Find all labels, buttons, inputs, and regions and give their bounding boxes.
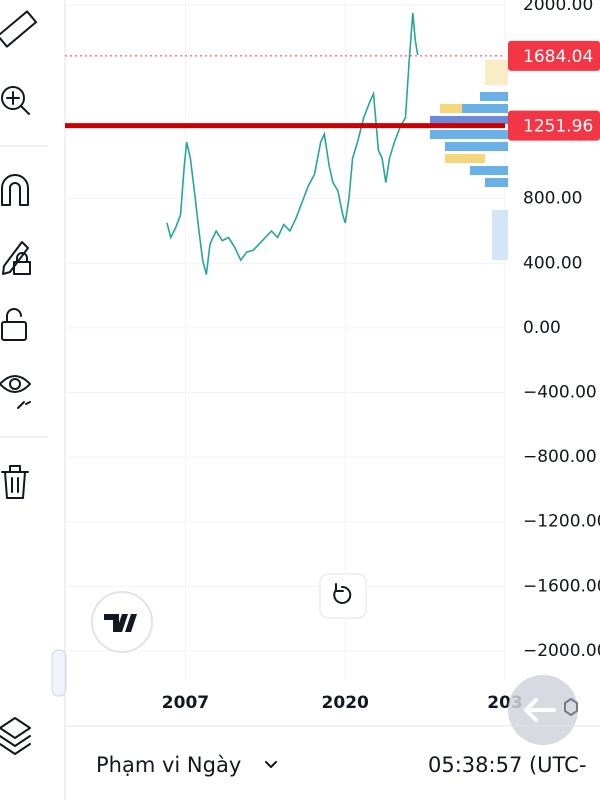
- y-tick-label: 400.00: [523, 253, 582, 273]
- range-selector-chevron[interactable]: [265, 761, 277, 768]
- zoom-tool[interactable]: [1, 86, 30, 115]
- lock-tool[interactable]: [1, 308, 27, 341]
- y-tick-label: −1200.00: [523, 512, 600, 532]
- scroll-back-button[interactable]: [508, 675, 578, 745]
- clock[interactable]: 05:38:57 (UTC-: [428, 753, 586, 777]
- price-label: 1251.96: [523, 117, 593, 137]
- volume-profile-bar: [445, 142, 508, 151]
- volume-profile-bar: [440, 104, 462, 113]
- y-tick-label: −800.00: [523, 447, 597, 467]
- volume-profile-bar: [445, 154, 485, 163]
- panel-handle[interactable]: [51, 649, 67, 697]
- y-tick-label: −1600.00: [523, 576, 600, 596]
- price-line: [166, 12, 419, 275]
- overlay: 1684.04 1251.96: [65, 40, 600, 141]
- volume-profile-bar: [480, 92, 508, 101]
- volume-profile-bar: [430, 130, 508, 139]
- price-label-box: [508, 110, 600, 141]
- price-label: 1684.04: [523, 47, 593, 67]
- tradingview-logo[interactable]: [91, 591, 153, 653]
- volume-profile-bar: [485, 60, 508, 85]
- y-tick-label: −400.00: [523, 382, 597, 402]
- y-tick-label: −2000.00: [523, 641, 600, 661]
- lock-drawing-tool[interactable]: [2, 241, 31, 275]
- ruler-tool[interactable]: [0, 10, 38, 48]
- volume-profile-bar: [492, 210, 508, 260]
- volume-profile-bar: [430, 116, 508, 124]
- x-tick-label: 2007: [162, 693, 209, 713]
- x-tick-label: 2020: [322, 693, 369, 713]
- volume-profile-bar: [470, 166, 508, 175]
- y-tick-label: 800.00: [523, 189, 582, 209]
- reset-button[interactable]: [319, 573, 367, 619]
- price-label-box: [508, 40, 600, 71]
- layers-tool[interactable]: [0, 717, 31, 755]
- volume-profile: [430, 60, 508, 260]
- visibility-tool[interactable]: [0, 375, 31, 409]
- volume-profile-bar: [485, 178, 508, 187]
- volume-profile-bar: [462, 104, 508, 113]
- magnet-tool[interactable]: [1, 174, 29, 206]
- delete-tool[interactable]: [1, 465, 29, 499]
- y-tick-label: 2000.00: [523, 0, 593, 15]
- toolbar: [0, 10, 48, 755]
- range-selector[interactable]: Phạm vi Ngày: [96, 753, 241, 777]
- y-tick-label: 0.00: [523, 318, 561, 338]
